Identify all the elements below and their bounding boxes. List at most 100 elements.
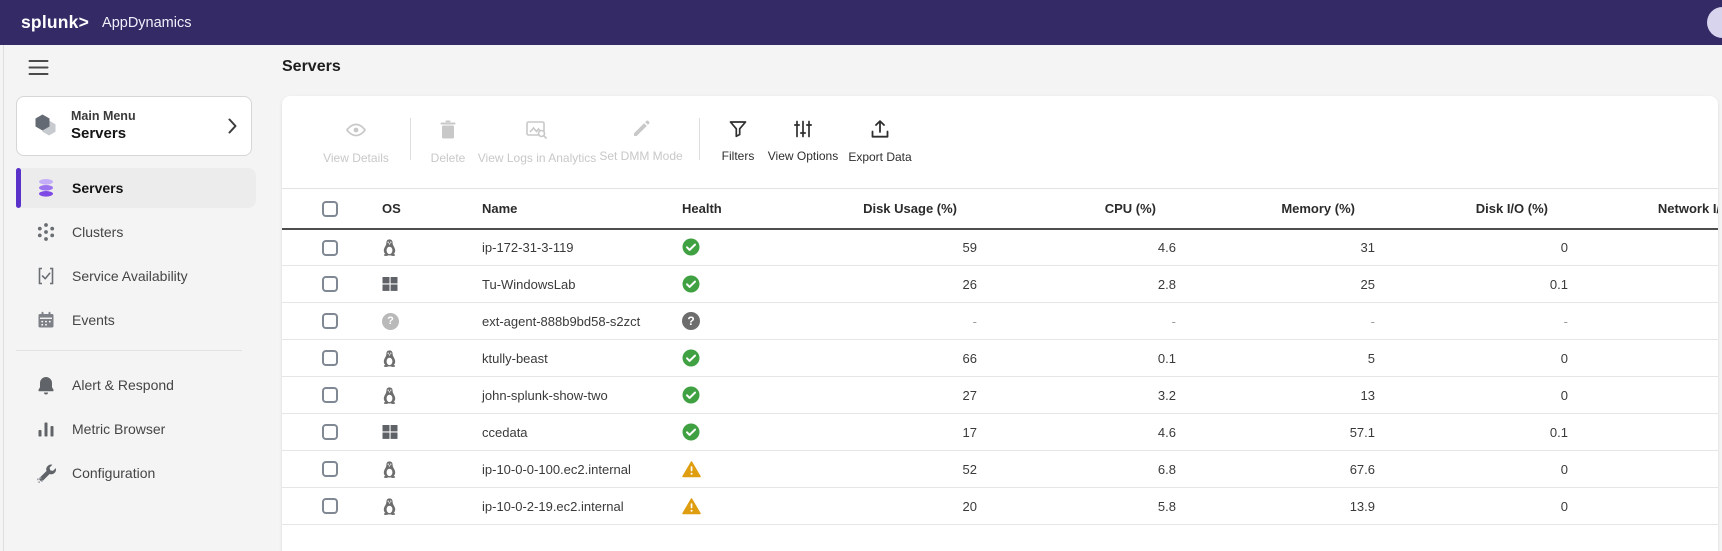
eye-icon <box>345 119 367 144</box>
delete-button[interactable]: Delete <box>383 119 513 165</box>
chevron-right-icon <box>227 117 238 135</box>
database-icon <box>34 177 58 199</box>
splunk-logo: splunk> <box>21 12 90 32</box>
main-menu-value: Servers <box>71 125 127 143</box>
table-row[interactable]: ip-10-0-0-100.ec2.internal 52 6.8 67.6 0 <box>282 450 1718 488</box>
select-all-checkbox[interactable] <box>322 200 338 217</box>
sidebar-item-label: Configuration <box>72 465 156 481</box>
cpu-value: 4.6 <box>982 413 1181 451</box>
table-row[interactable]: Tu-WindowsLab 26 2.8 25 0.1 <box>282 265 1718 303</box>
main-content: Servers View Details Delete View Logs in… <box>258 45 1722 551</box>
linux-penguin-icon <box>382 349 397 367</box>
row-checkbox[interactable] <box>322 461 338 478</box>
view-logs-analytics-button[interactable]: View Logs in Analytics <box>472 119 602 165</box>
view-options-button[interactable]: View Options <box>738 119 868 163</box>
sidebar-item-label: Events <box>72 312 115 328</box>
table-row[interactable]: ktully-beast 66 0.1 5 0 <box>282 339 1718 377</box>
warning-triangle-icon <box>682 497 701 515</box>
row-checkbox[interactable] <box>322 498 338 515</box>
row-checkbox[interactable] <box>322 424 338 441</box>
disk-usage-value: 59 <box>780 228 982 266</box>
sidebar-item-label: Service Availability <box>72 268 188 284</box>
product-name: AppDynamics <box>102 14 192 31</box>
disk-usage-value: 20 <box>780 487 982 525</box>
table-row[interactable]: ip-172-31-3-119 59 4.6 31 0 <box>282 228 1718 266</box>
disk-usage-value: 26 <box>780 265 982 303</box>
hexagons-icon <box>30 111 60 141</box>
server-name[interactable]: ktully-beast <box>460 339 660 377</box>
unknown-os-icon: ? <box>382 312 399 330</box>
toolbar: View Details Delete View Logs in Analyti… <box>282 96 1718 188</box>
servers-table: OS Name Health Disk Usage (%) CPU (%) Me… <box>282 188 1718 525</box>
column-header-disk-usage[interactable]: Disk Usage (%) <box>780 188 982 230</box>
server-name[interactable]: ip-172-31-3-119 <box>460 228 660 266</box>
pencil-icon <box>631 119 651 142</box>
main-menu-selector[interactable]: Main Menu Servers <box>16 96 252 156</box>
table-row[interactable]: ? ext-agent-888b9bd58-s2zct ? - - - - <box>282 302 1718 340</box>
column-header-network-io[interactable]: Network I/O (%) <box>1573 188 1718 230</box>
toolbar-divider <box>699 118 700 160</box>
main-menu-label: Main Menu <box>71 109 136 124</box>
hamburger-menu-icon[interactable] <box>28 59 49 81</box>
sidebar-item-configuration[interactable]: Configuration <box>16 453 256 493</box>
cpu-value: 5.8 <box>982 487 1181 525</box>
trash-icon <box>438 119 458 144</box>
user-avatar[interactable] <box>1707 7 1722 38</box>
row-checkbox[interactable] <box>322 387 338 404</box>
network-io-value <box>1573 265 1718 303</box>
row-checkbox[interactable] <box>322 239 338 256</box>
table-row[interactable]: ccedata 17 4.6 57.1 0.1 <box>282 413 1718 451</box>
view-details-button[interactable]: View Details <box>291 119 421 165</box>
cpu-value: 4.6 <box>982 228 1181 266</box>
server-name[interactable]: ip-10-0-0-100.ec2.internal <box>460 450 660 488</box>
servers-card: View Details Delete View Logs in Analyti… <box>282 96 1718 551</box>
column-header-os[interactable]: OS <box>360 188 460 230</box>
server-name[interactable]: john-splunk-show-two <box>460 376 660 414</box>
sidebar-item-alert-respond[interactable]: Alert & Respond <box>16 365 256 405</box>
linux-penguin-icon <box>382 239 397 256</box>
network-io-value <box>1573 413 1718 451</box>
linux-penguin-icon <box>382 497 397 515</box>
toolbar-divider <box>410 118 411 160</box>
server-name[interactable]: ccedata <box>460 413 660 451</box>
set-dmm-mode-button[interactable]: Set DMM Mode <box>576 119 706 163</box>
column-header-cpu[interactable]: CPU (%) <box>982 188 1181 230</box>
disk-io-value: 0 <box>1380 450 1573 488</box>
row-checkbox[interactable] <box>322 313 338 330</box>
disk-usage-value: 17 <box>780 413 982 451</box>
export-data-button[interactable]: Export Data <box>815 119 945 164</box>
table-row[interactable]: ip-10-0-2-19.ec2.internal 20 5.8 13.9 0 <box>282 487 1718 525</box>
memory-value: 31 <box>1181 228 1380 266</box>
column-header-disk-io[interactable]: Disk I/O (%) <box>1380 188 1573 230</box>
cpu-value: 6.8 <box>982 450 1181 488</box>
network-io-value <box>1573 450 1718 488</box>
sidebar-item-label: Alert & Respond <box>72 377 174 393</box>
windows-icon <box>382 424 398 440</box>
bell-icon <box>34 375 58 396</box>
server-name[interactable]: ip-10-0-2-19.ec2.internal <box>460 487 660 525</box>
column-header-name[interactable]: Name <box>460 188 660 230</box>
sidebar-item-events[interactable]: Events <box>16 300 256 340</box>
sidebar-item-metric-browser[interactable]: Metric Browser <box>16 409 256 449</box>
sidebar-divider <box>16 350 242 351</box>
column-header-health[interactable]: Health <box>660 188 780 230</box>
row-checkbox[interactable] <box>322 350 338 367</box>
sidebar-item-clusters[interactable]: Clusters <box>16 212 256 252</box>
network-io-value <box>1573 228 1718 266</box>
server-name[interactable]: ext-agent-888b9bd58-s2zct <box>460 302 660 340</box>
server-name[interactable]: Tu-WindowsLab <box>460 265 660 303</box>
disk-io-value: 0 <box>1380 376 1573 414</box>
sidebar-item-servers[interactable]: Servers <box>16 168 256 208</box>
disk-usage-value: 52 <box>780 450 982 488</box>
cluster-dots-icon <box>34 221 58 243</box>
column-header-memory[interactable]: Memory (%) <box>1181 188 1380 230</box>
table-row[interactable]: john-splunk-show-two 27 3.2 13 0 <box>282 376 1718 414</box>
healthy-check-icon <box>682 423 700 441</box>
healthy-check-icon <box>682 238 700 256</box>
memory-value: 25 <box>1181 265 1380 303</box>
sidebar-item-service-availability[interactable]: Service Availability <box>16 256 256 296</box>
row-checkbox[interactable] <box>322 276 338 293</box>
filters-button[interactable]: Filters <box>673 119 803 163</box>
warning-triangle-icon <box>682 460 701 478</box>
cpu-value: 2.8 <box>982 265 1181 303</box>
